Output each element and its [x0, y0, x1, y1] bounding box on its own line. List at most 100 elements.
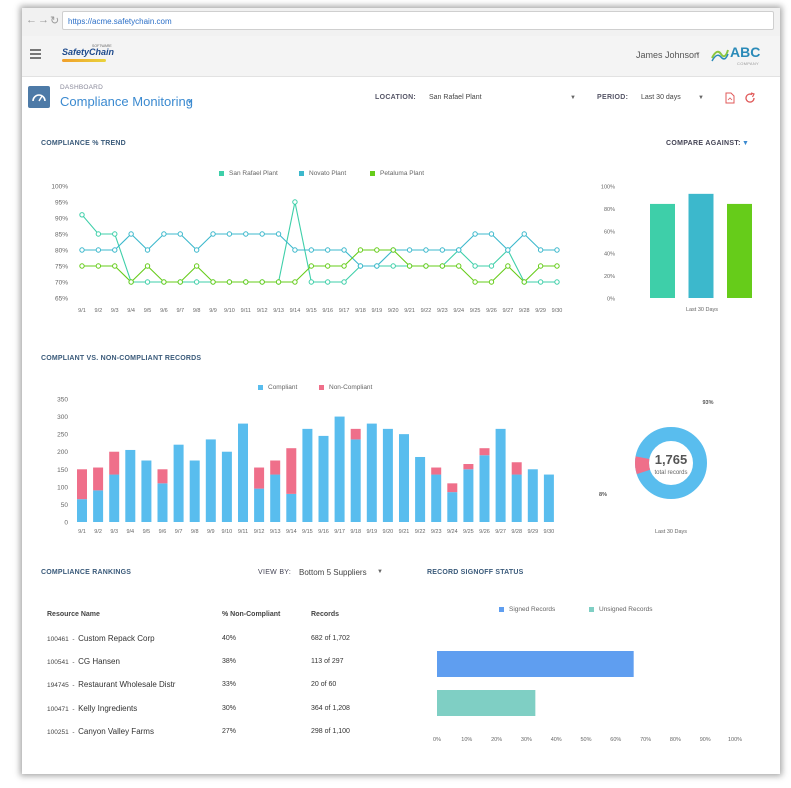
donut-pct-noncompliant: 8% [599, 492, 607, 498]
series-line [82, 233, 557, 267]
bar-compliant [415, 456, 426, 522]
bar-noncompliant [93, 467, 104, 491]
breadcrumb[interactable]: DASHBOARD [60, 84, 103, 91]
x-tick-label: 9/7 [176, 308, 184, 314]
y-tick-label: 80% [55, 248, 68, 255]
viewby-select[interactable]: Bottom 5 Suppliers [299, 568, 367, 577]
y-tick-label: 95% [55, 200, 68, 207]
legend-item[interactable]: Petaluma Plant [370, 170, 424, 177]
y-tick-label: 250 [57, 432, 68, 439]
x-tick-label: 9/5 [144, 308, 152, 314]
location-select[interactable]: San Rafael Plant [429, 94, 482, 101]
data-point [112, 231, 118, 237]
x-tick-label: 9/16 [322, 308, 333, 314]
hamburger-menu-icon[interactable] [30, 49, 41, 59]
column-header[interactable]: Resource Name [47, 611, 100, 618]
chevron-down-icon[interactable]: ▼ [742, 140, 749, 147]
y-tick-label: 80% [604, 207, 615, 213]
company-logo: ABC [730, 44, 761, 60]
column-header[interactable]: Records [311, 611, 340, 618]
bar-compliant [366, 423, 377, 522]
series-line [81, 201, 557, 283]
column-header[interactable]: % Non-Compliant [222, 611, 281, 618]
x-tick-label: 9/21 [404, 308, 415, 314]
x-tick-label: 60% [610, 737, 621, 743]
legend-item[interactable]: Unsigned Records [589, 606, 652, 613]
page-title[interactable]: Compliance Monitoring [60, 94, 193, 109]
legend-item[interactable]: Novato Plant [299, 170, 346, 177]
x-tick-label: 9/11 [241, 308, 251, 314]
data-point [505, 247, 511, 253]
x-tick-label: 50% [580, 737, 591, 743]
legend-item[interactable]: Compliant [258, 384, 297, 391]
data-point [275, 279, 282, 285]
bar-compliant [93, 490, 104, 522]
data-point [324, 247, 331, 253]
x-tick-label: 9/21 [399, 529, 410, 535]
data-point [472, 279, 478, 285]
x-tick-label: 9/17 [339, 308, 350, 314]
x-tick-label: 9/14 [286, 529, 297, 535]
bar-compliant [511, 474, 522, 522]
data-point [79, 247, 85, 253]
x-tick-label: 9/30 [552, 308, 563, 314]
resource-id: 194745 [47, 682, 69, 689]
resource-name-cell[interactable]: 194745 - Restaurant Wholesale Distr [47, 680, 175, 689]
chevron-down-icon[interactable]: ▾ [696, 51, 700, 58]
legend-item[interactable]: San Rafael Plant [219, 170, 278, 177]
pdf-export-icon[interactable] [725, 92, 735, 104]
x-tick-label: 9/15 [302, 529, 313, 535]
x-tick-label: 9/25 [463, 529, 474, 535]
hbar [437, 651, 634, 677]
company-logo-sub: COMPANY [737, 61, 760, 66]
safetychain-logo[interactable]: SafetyChain [62, 47, 115, 57]
separator: - [68, 682, 79, 689]
x-tick-label: 9/28 [511, 529, 522, 535]
reload-icon[interactable]: ↻ [50, 15, 60, 27]
compliance-summary-bar-chart: 100% 80% 60% 40% 20% 0% Last 30 Days [601, 185, 752, 313]
x-tick-label: 9/12 [257, 308, 268, 314]
legend-item[interactable]: Signed Records [499, 606, 555, 613]
legend-item[interactable]: Non-Compliant [319, 384, 372, 391]
x-tick-label: 9/13 [270, 529, 281, 535]
section-title-trend: COMPLIANCE % TREND [41, 140, 126, 147]
chevron-down-icon[interactable]: ▾ [188, 99, 192, 106]
pct-noncompliant-cell: 30% [222, 705, 237, 712]
x-tick-label: 9/2 [94, 529, 102, 535]
compare-against-select[interactable]: COMPARE AGAINST: [666, 140, 741, 147]
resource-name-cell[interactable]: 100471 - Kelly Ingredients [47, 704, 137, 713]
x-tick-label: 9/11 [238, 529, 248, 535]
bar-noncompliant [463, 464, 474, 470]
data-point [390, 247, 396, 253]
x-tick-label: 9/16 [318, 529, 329, 535]
data-point [521, 279, 527, 285]
bar-compliant [254, 488, 265, 522]
back-icon[interactable]: ← [26, 14, 37, 26]
y-tick-label: 100 [57, 484, 68, 491]
resource-name-cell[interactable]: 100461 - Custom Repack Corp [47, 634, 155, 643]
user-menu[interactable]: James Johnson [636, 50, 700, 60]
bar-noncompliant [254, 467, 265, 489]
resource-id: 100471 [47, 706, 69, 713]
data-point [193, 279, 200, 285]
data-point [144, 247, 151, 253]
forward-icon[interactable]: → [38, 14, 49, 26]
data-point [406, 263, 413, 269]
resource-name-cell[interactable]: 100251 - Canyon Valley Farms [47, 727, 154, 736]
x-tick-label: 9/30 [544, 529, 555, 535]
x-tick-label: 70% [640, 737, 651, 743]
chevron-down-icon[interactable]: ▼ [698, 95, 704, 101]
bar-compliant [543, 474, 554, 522]
address-bar[interactable]: https://acme.safetychain.com [62, 11, 774, 30]
bar [688, 193, 714, 298]
chevron-down-icon[interactable]: ▼ [377, 569, 383, 575]
bar [727, 203, 752, 298]
chevron-down-icon[interactable]: ▼ [570, 95, 576, 101]
resource-name-cell[interactable]: 100541 - CG Hansen [47, 657, 120, 666]
separator: - [68, 659, 79, 666]
x-tick-label: 10% [461, 737, 472, 743]
refresh-icon[interactable] [744, 92, 756, 104]
donut-caption: Last 30 Days [655, 529, 687, 535]
data-point [243, 279, 249, 285]
period-select[interactable]: Last 30 days [641, 94, 681, 101]
